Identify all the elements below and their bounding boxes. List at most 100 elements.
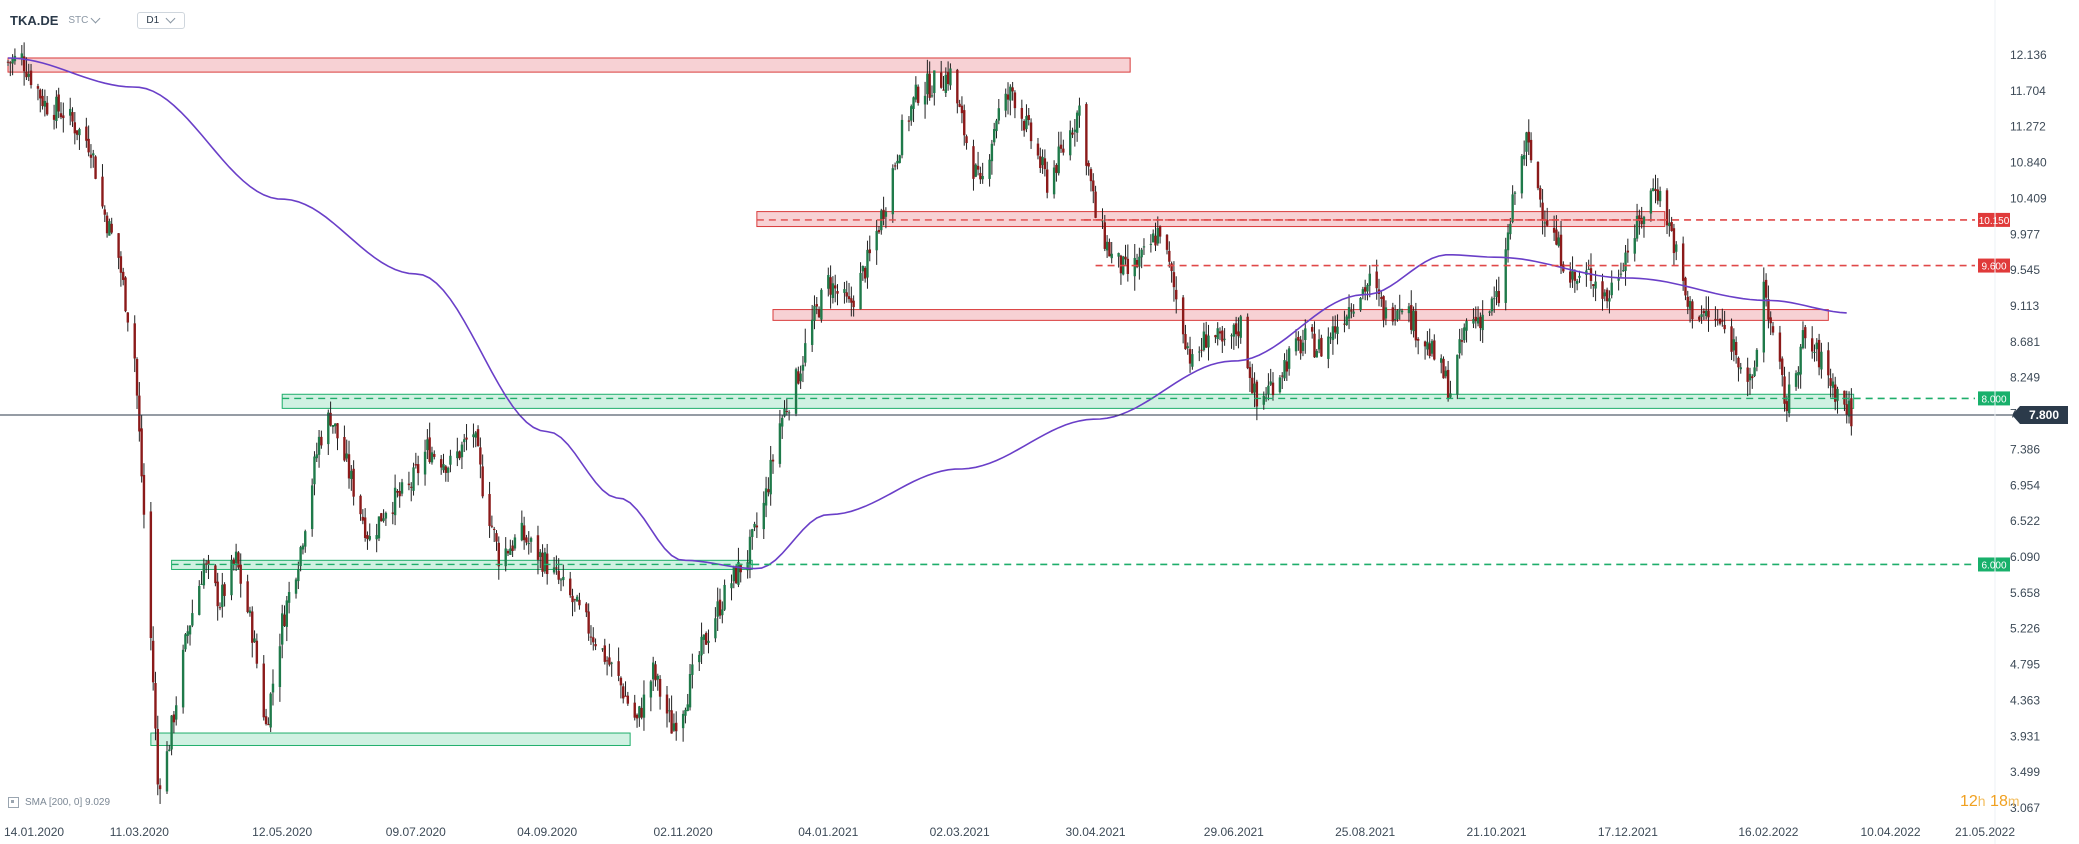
candle-body — [797, 371, 800, 384]
candle-body — [520, 522, 524, 541]
candle-body — [1804, 327, 1807, 339]
candle-body — [1769, 317, 1772, 324]
zone-red-1 — [756, 211, 1666, 228]
candle-body — [1025, 115, 1028, 130]
candle-body — [1820, 351, 1823, 370]
candle-body — [1691, 301, 1694, 320]
candle-body — [1246, 316, 1249, 369]
candle-body — [1847, 400, 1851, 417]
candle-body — [939, 72, 943, 88]
candle-body — [71, 112, 74, 122]
candle-body — [1573, 271, 1577, 281]
candle-body — [1810, 338, 1814, 352]
candle-body — [1716, 319, 1719, 321]
candle-body — [1398, 308, 1401, 311]
y-tick-label-9: 8.249 — [2010, 371, 2040, 385]
candle-body — [1009, 86, 1012, 101]
candle-body — [1281, 375, 1284, 377]
x-tick-label-5: 02.11.2020 — [654, 825, 713, 839]
candle-body — [1366, 285, 1369, 292]
candle-body — [310, 485, 314, 530]
candle-body — [154, 683, 157, 729]
candle-body — [1460, 340, 1464, 342]
interval-selector[interactable]: D1 — [137, 12, 186, 29]
indicator-settings-icon[interactable] — [8, 797, 19, 808]
candle-body — [1327, 336, 1330, 359]
candle-body — [1555, 229, 1558, 245]
candle-body — [232, 559, 236, 565]
indicator-legend[interactable]: SMA [200, 0] 9.029 — [8, 797, 110, 808]
candle-body — [1124, 256, 1127, 260]
candle-body — [1207, 335, 1210, 348]
candle-body — [1799, 346, 1802, 375]
candle-body — [1610, 282, 1613, 296]
candle-body — [1520, 156, 1524, 194]
candle-body — [359, 495, 362, 515]
candle-body — [981, 176, 984, 180]
candle-body — [9, 62, 12, 64]
candle-body — [829, 277, 832, 295]
y-tick-label-20: 3.499 — [2010, 765, 2040, 779]
candle-body — [94, 156, 97, 179]
candle-body — [1400, 310, 1404, 313]
candle-body — [463, 439, 466, 443]
candle-body — [393, 487, 397, 516]
y-tick-label-14: 6.090 — [2010, 550, 2040, 564]
candle-body — [751, 529, 754, 538]
unit-selector[interactable]: STC — [68, 13, 101, 26]
candle-body — [1704, 310, 1708, 317]
candle-body — [52, 114, 56, 120]
candle-body — [990, 143, 994, 162]
candle-body — [1511, 194, 1514, 222]
y-tick-label-2: 11.272 — [2010, 120, 2046, 134]
candle-body — [333, 423, 337, 427]
candle-body — [910, 106, 913, 121]
candle-body — [1117, 253, 1120, 257]
candle-body — [1827, 350, 1830, 376]
candle-body — [458, 451, 461, 459]
current-price-badge — [2012, 406, 2068, 425]
candle-body — [221, 584, 224, 607]
candle-body — [810, 319, 814, 345]
candle-body — [1426, 341, 1429, 350]
candle-body — [57, 94, 60, 112]
candle-body — [638, 706, 641, 718]
candle-body — [1737, 357, 1740, 368]
candle-body — [965, 136, 968, 144]
y-tick-label-1: 11.704 — [2010, 84, 2046, 98]
candle-body — [1619, 273, 1623, 275]
candle-body — [605, 660, 609, 662]
candle-body — [979, 172, 982, 180]
candle-body — [801, 364, 805, 371]
candle-body — [1262, 395, 1265, 405]
candle-body — [1156, 228, 1159, 244]
candle-body — [1329, 337, 1332, 339]
candle-body — [400, 482, 404, 494]
candle-body — [893, 165, 897, 167]
candle-body — [831, 283, 835, 299]
x-tick-label-15: 21.05.2022 — [1955, 825, 2015, 839]
candle-body — [271, 683, 275, 693]
candle-body — [1734, 342, 1738, 356]
candle-body — [36, 86, 40, 89]
candle-body — [267, 724, 270, 726]
candle-body — [1536, 161, 1540, 189]
candle-body — [1557, 237, 1560, 246]
level-badge-8.000 — [1978, 391, 2010, 406]
candle-body — [1456, 354, 1459, 395]
candle-body — [513, 537, 517, 549]
candle-body — [184, 634, 187, 650]
candle-body — [1230, 335, 1233, 337]
candle-body — [960, 105, 964, 114]
candle-body — [223, 584, 226, 596]
candle-body — [626, 695, 630, 704]
x-tick-label-1: 11.03.2020 — [110, 825, 169, 839]
candle-body — [672, 723, 676, 731]
candle-body — [610, 662, 613, 664]
candle-body — [1675, 244, 1678, 252]
candle-body — [391, 512, 395, 514]
candle-body — [555, 567, 558, 569]
candle-body — [1748, 373, 1752, 381]
symbol-label[interactable]: TKA.DE — [10, 13, 59, 28]
